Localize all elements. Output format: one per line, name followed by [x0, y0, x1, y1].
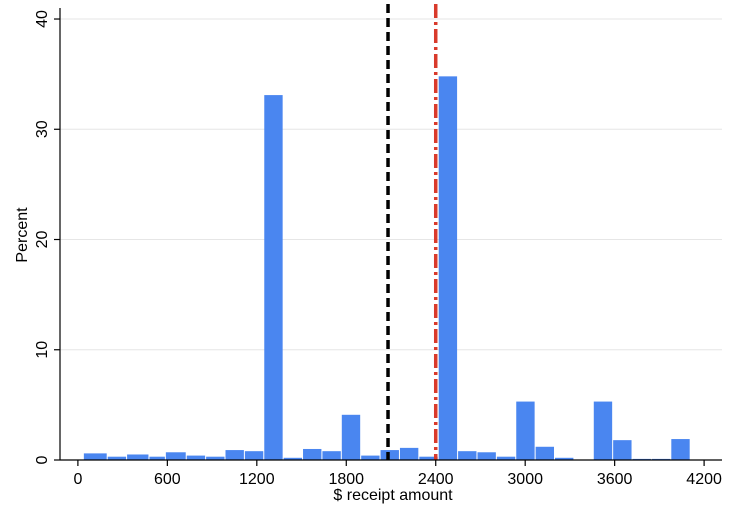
- y-tick-label-2: 20: [34, 231, 51, 249]
- histogram-bar-8: [244, 451, 264, 460]
- histogram-bar-26: [593, 401, 613, 460]
- histogram-bar-23: [535, 446, 555, 460]
- x-tick-label-3: 1800: [328, 471, 364, 488]
- histogram-bar-16: [399, 447, 419, 460]
- histogram-bar-19: [458, 451, 477, 460]
- axes: [59, 8, 722, 461]
- histogram-bar-5: [186, 455, 206, 460]
- x-tick-label-4: 2400: [418, 471, 454, 488]
- y-tick-label-4: 40: [34, 10, 51, 28]
- x-tick-label-6: 3600: [597, 471, 633, 488]
- histogram-bar-30: [671, 439, 690, 460]
- x-tick-label-7: 4200: [686, 471, 722, 488]
- histogram-bar-27: [613, 440, 632, 460]
- histogram-bar-20: [477, 452, 496, 460]
- histogram-bar-24: [555, 457, 574, 460]
- histogram-bar-17: [419, 456, 438, 460]
- histogram-bar-3: [149, 456, 165, 460]
- x-tick-label-0: 0: [73, 471, 82, 488]
- histogram-bar-9: [264, 95, 283, 460]
- y-tick-label-3: 30: [34, 120, 51, 138]
- x-tick-label-5: 3000: [507, 471, 543, 488]
- histogram-bar-21: [496, 456, 516, 460]
- x-axis-title: $ receipt amount: [333, 487, 453, 504]
- x-tick-label-2: 1200: [239, 471, 275, 488]
- reference-lines: [386, 4, 438, 460]
- histogram-bar-10: [283, 457, 303, 460]
- histogram-bar-6: [206, 456, 225, 460]
- histogram-bar-1: [107, 456, 127, 460]
- histogram-bar-22: [516, 401, 535, 460]
- y-tick-label-1: 10: [34, 341, 51, 359]
- histogram-bar-13: [341, 414, 361, 460]
- histogram-bar-11: [303, 448, 322, 460]
- histogram-bar-12: [322, 451, 341, 460]
- y-tick-label-0: 0: [34, 455, 51, 464]
- x-ticks: 0 600 1200 1800 2400 3000 3600 4200: [73, 460, 722, 488]
- histogram-bar-0: [83, 453, 107, 460]
- histogram-bar-7: [225, 450, 244, 460]
- histogram-bar-2: [127, 454, 149, 460]
- histogram-bar-14: [361, 455, 380, 460]
- y-axis-title: Percent: [14, 207, 31, 263]
- x-tick-label-1: 600: [154, 471, 181, 488]
- bars: [83, 76, 690, 460]
- gridlines: [60, 18, 722, 351]
- histogram-bar-4: [165, 452, 186, 460]
- y-ticks: 0 10 20 30 40: [34, 10, 60, 464]
- histogram-bar-18: [438, 76, 458, 460]
